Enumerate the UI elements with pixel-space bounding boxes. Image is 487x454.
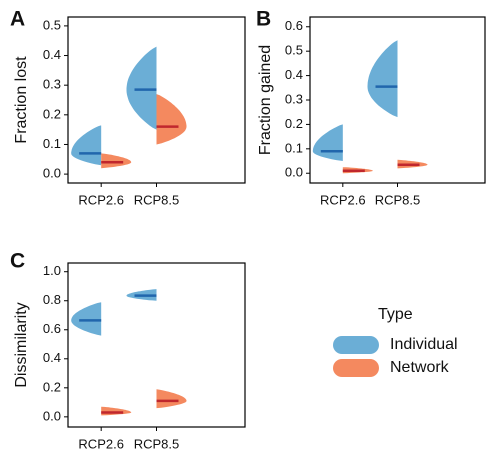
y-tick-label: 0.1 (285, 140, 303, 155)
x-tick-label: RCP2.6 (78, 192, 124, 207)
violin (71, 125, 102, 166)
violin (156, 389, 187, 409)
y-tick-label: 0.0 (285, 165, 303, 180)
y-tick-label: 0.4 (285, 67, 303, 82)
violin (156, 94, 187, 145)
panel-label: A (10, 8, 25, 31)
y-tick-label: 0.3 (43, 77, 61, 92)
violin (367, 40, 398, 118)
legend-title: Type (378, 306, 413, 323)
violin (101, 153, 132, 169)
y-tick-label: 1.0 (43, 263, 61, 278)
x-tick-label: RCP8.5 (134, 436, 180, 451)
violin (312, 124, 343, 162)
x-tick-label: RCP2.6 (78, 436, 124, 451)
y-tick-label: 0.0 (43, 166, 61, 181)
panel-label: C (10, 250, 25, 273)
x-tick-label: RCP8.5 (134, 192, 180, 207)
legend-key (333, 359, 379, 377)
y-axis-title: Fraction gained (257, 45, 274, 155)
y-tick-label: 0.0 (43, 408, 61, 423)
legend-label: Individual (390, 336, 458, 353)
violin (101, 406, 132, 416)
y-tick-label: 0.6 (43, 321, 61, 336)
y-tick-label: 0.2 (285, 116, 303, 131)
x-tick-label: RCP2.6 (320, 192, 366, 207)
y-tick-label: 0.2 (43, 379, 61, 394)
y-axis-title: Dissimilarity (13, 302, 30, 387)
violin (126, 46, 157, 130)
y-axis-title: Fraction lost (13, 56, 30, 144)
y-tick-label: 0.4 (43, 47, 61, 62)
x-tick-label: RCP8.5 (375, 192, 421, 207)
legend-key (333, 336, 379, 354)
legend-label: Network (390, 359, 450, 376)
y-tick-label: 0.6 (285, 18, 303, 33)
y-tick-label: 0.8 (43, 292, 61, 307)
y-tick-label: 0.2 (43, 106, 61, 121)
y-tick-label: 0.1 (43, 136, 61, 151)
y-tick-label: 0.4 (43, 350, 61, 365)
violin (71, 302, 102, 336)
y-tick-label: 0.3 (285, 91, 303, 106)
panel-label: B (256, 8, 271, 31)
y-tick-label: 0.5 (43, 17, 61, 32)
y-tick-label: 0.5 (285, 43, 303, 58)
